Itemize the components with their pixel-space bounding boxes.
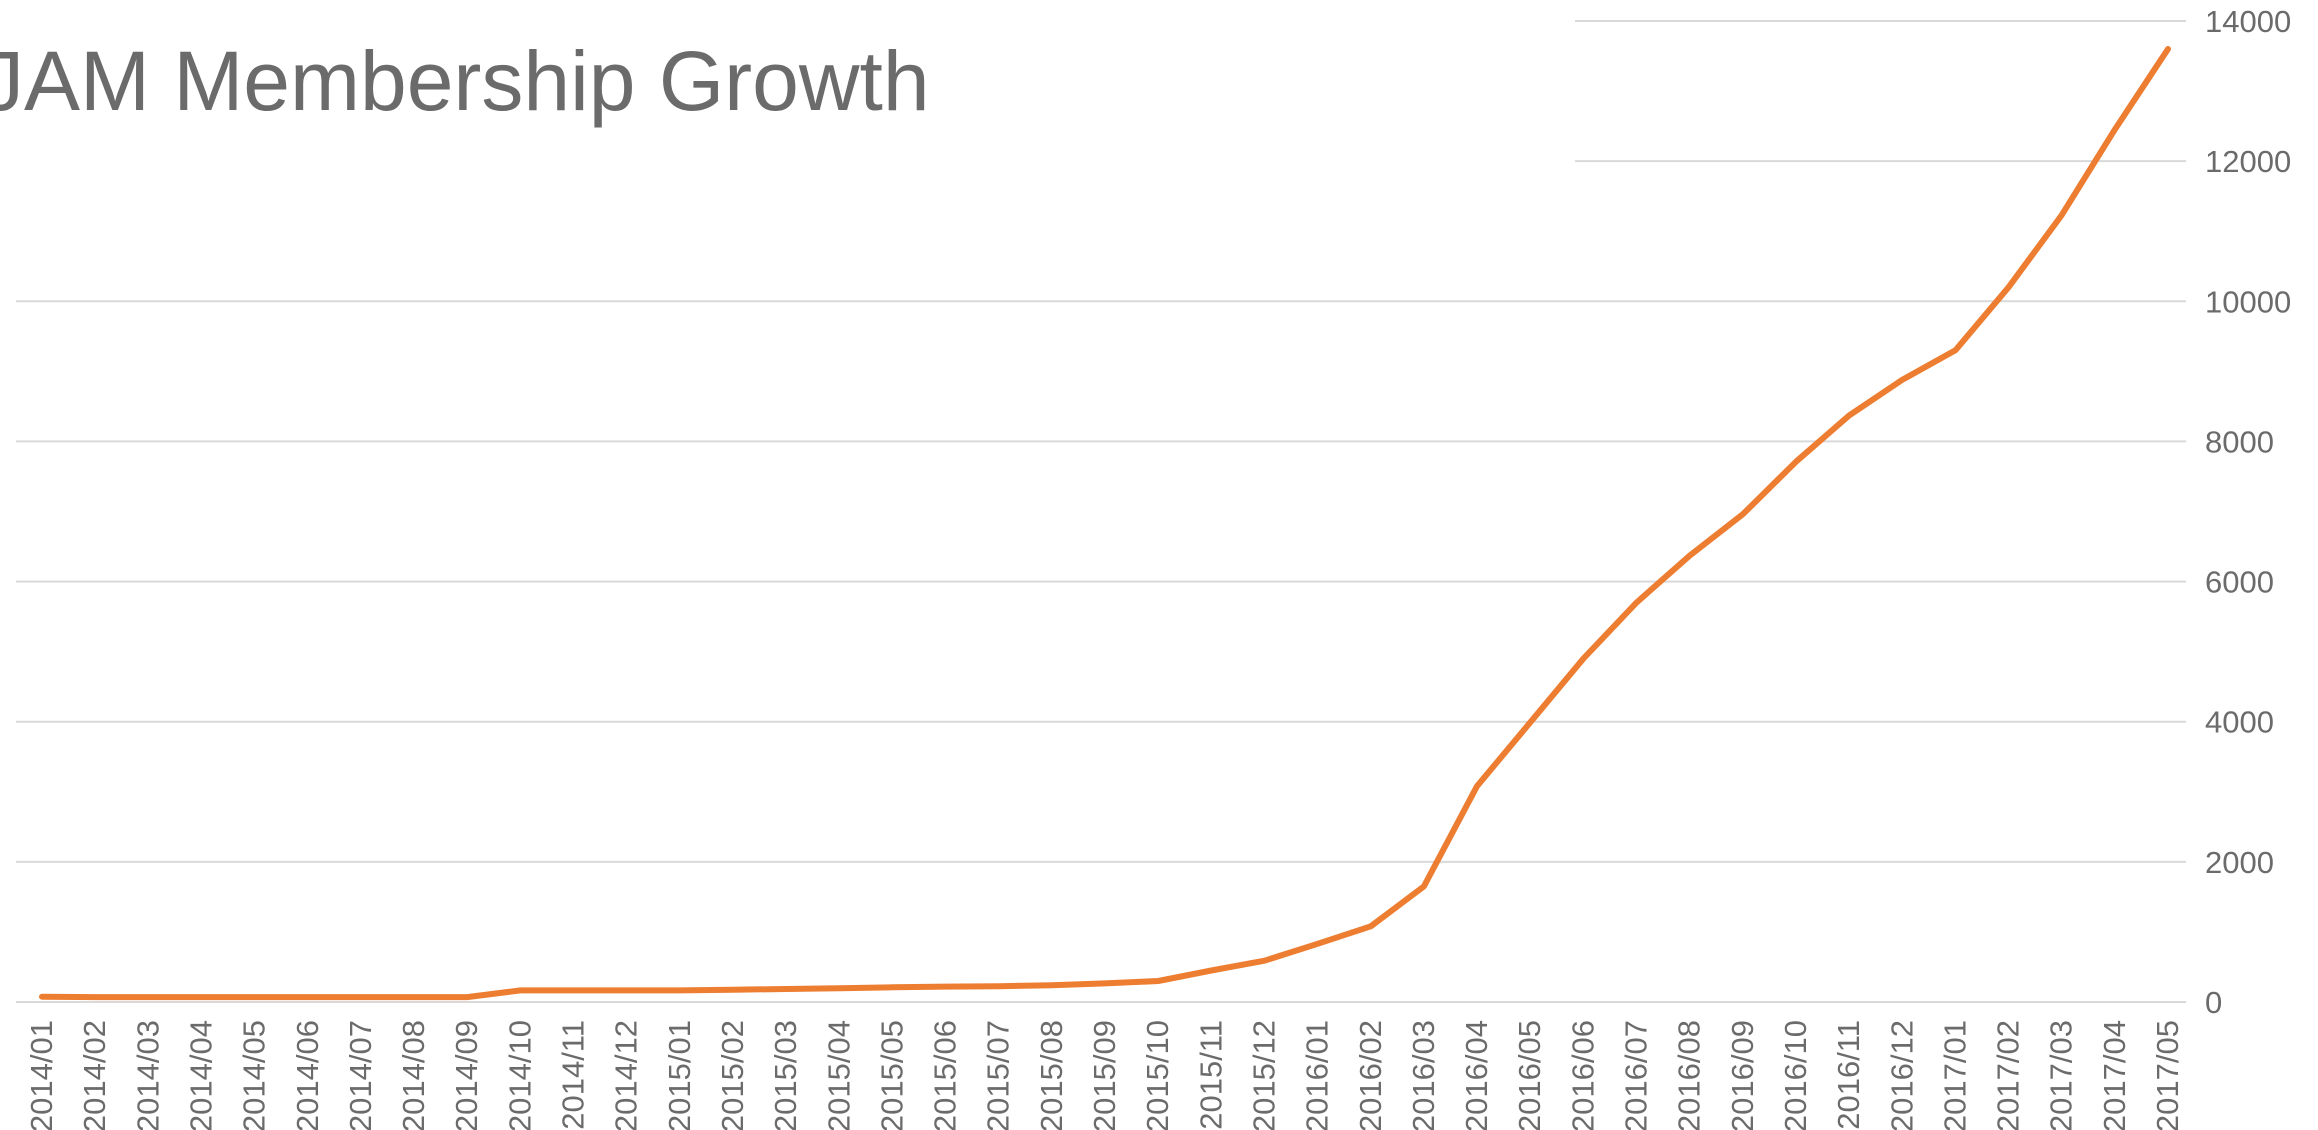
data-point xyxy=(517,987,523,993)
data-point xyxy=(1634,600,1640,606)
x-tick-label: 2015/11 xyxy=(1193,1020,1228,1130)
x-tick-label: 2016/04 xyxy=(1459,1020,1494,1130)
data-point xyxy=(996,983,1002,989)
data-point xyxy=(1208,967,1214,973)
data-point xyxy=(1315,941,1321,947)
x-tick-label: 2015/05 xyxy=(874,1020,909,1130)
y-tick-label: 10000 xyxy=(2205,284,2291,319)
data-point xyxy=(571,987,577,993)
x-tick-label: 2014/12 xyxy=(609,1020,644,1130)
x-tick-label: 2015/06 xyxy=(928,1020,963,1130)
y-axis-tick-labels: 0 2000 4000 6000 8000 10000 12000 14000 xyxy=(2205,4,2291,1020)
x-tick-label: 2016/11 xyxy=(1831,1020,1866,1130)
data-point xyxy=(624,987,630,993)
x-tick-label: 2015/03 xyxy=(768,1020,803,1130)
x-tick-label: 2016/03 xyxy=(1406,1020,1441,1130)
x-tick-label: 2014/05 xyxy=(237,1020,272,1130)
y-tick-label: 0 xyxy=(2205,985,2222,1020)
x-tick-label: 2016/01 xyxy=(1300,1020,1335,1130)
data-point xyxy=(305,994,311,1000)
chart-title: JAM Membership Growth xyxy=(0,34,930,128)
x-tick-label: 2017/04 xyxy=(2097,1020,2132,1130)
data-point xyxy=(2112,127,2118,133)
series-line xyxy=(39,46,2171,1001)
x-tick-label: 2015/02 xyxy=(715,1020,750,1130)
x-tick-label: 2017/03 xyxy=(2044,1020,2079,1130)
x-tick-label: 2017/02 xyxy=(1991,1020,2026,1130)
x-tick-label: 2014/01 xyxy=(24,1020,59,1130)
x-tick-label: 2016/07 xyxy=(1619,1020,1654,1130)
data-point xyxy=(198,994,204,1000)
x-tick-label: 2017/01 xyxy=(1937,1020,1972,1130)
y-tick-label: 4000 xyxy=(2205,705,2274,740)
series-layer xyxy=(39,46,2171,1001)
x-tick-label: 2016/10 xyxy=(1778,1020,1813,1130)
data-point xyxy=(1421,883,1427,889)
data-point xyxy=(252,994,258,1000)
data-point xyxy=(358,994,364,1000)
x-tick-label: 2014/06 xyxy=(290,1020,325,1130)
x-tick-label: 2016/02 xyxy=(1353,1020,1388,1130)
x-tick-label: 2016/05 xyxy=(1512,1020,1547,1130)
x-tick-label: 2014/02 xyxy=(77,1020,112,1130)
x-tick-label: 2015/01 xyxy=(662,1020,697,1130)
y-tick-label: 12000 xyxy=(2205,144,2291,179)
data-point xyxy=(836,985,842,991)
x-tick-label: 2015/07 xyxy=(981,1020,1016,1130)
data-point xyxy=(943,984,949,990)
data-point xyxy=(92,994,98,1000)
x-tick-label: 2015/10 xyxy=(1140,1020,1175,1130)
y-tick-label: 2000 xyxy=(2205,845,2274,880)
data-point xyxy=(1527,719,1533,725)
x-tick-label: 2014/04 xyxy=(183,1020,218,1130)
x-tick-label: 2014/07 xyxy=(343,1020,378,1130)
x-tick-label: 2015/04 xyxy=(821,1020,856,1130)
x-tick-label: 2014/10 xyxy=(502,1020,537,1130)
x-tick-label: 2015/08 xyxy=(1034,1020,1069,1130)
y-tick-label: 14000 xyxy=(2205,4,2291,39)
x-tick-label: 2016/12 xyxy=(1884,1020,1919,1130)
y-tick-label: 8000 xyxy=(2205,424,2274,459)
data-point xyxy=(1580,656,1586,662)
x-axis-tick-labels: 2014/01 2014/02 2014/03 2014/04 2014/05 2014/… xyxy=(24,1020,2185,1130)
data-point xyxy=(1368,923,1374,929)
x-tick-label: 2014/09 xyxy=(449,1020,484,1130)
data-point xyxy=(1155,978,1161,984)
data-point xyxy=(1793,459,1799,465)
data-point xyxy=(1899,377,1905,383)
data-point xyxy=(889,984,895,990)
data-point xyxy=(1846,413,1852,419)
data-point xyxy=(2165,46,2171,52)
data-point xyxy=(1474,783,1480,789)
data-point xyxy=(2006,284,2012,290)
x-tick-label: 2016/09 xyxy=(1725,1020,1760,1130)
data-point xyxy=(677,987,683,993)
data-point xyxy=(2059,212,2065,218)
data-point xyxy=(1049,982,1055,988)
data-point xyxy=(1102,980,1108,986)
data-point xyxy=(1687,553,1693,559)
data-point xyxy=(783,986,789,992)
x-tick-label: 2015/09 xyxy=(1087,1020,1122,1130)
x-tick-label: 2014/11 xyxy=(556,1020,591,1130)
data-point xyxy=(1740,511,1746,517)
x-tick-label: 2016/08 xyxy=(1672,1020,1707,1130)
data-point xyxy=(1952,347,1958,353)
data-point xyxy=(730,987,736,993)
x-tick-label: 2015/12 xyxy=(1246,1020,1281,1130)
data-point xyxy=(464,994,470,1000)
x-tick-label: 2014/08 xyxy=(396,1020,431,1130)
x-tick-label: 2014/03 xyxy=(130,1020,165,1130)
data-point xyxy=(145,994,151,1000)
data-point xyxy=(1261,958,1267,964)
y-tick-label: 6000 xyxy=(2205,565,2274,600)
x-tick-label: 2017/05 xyxy=(2150,1020,2185,1130)
data-point xyxy=(39,994,45,1000)
x-tick-label: 2016/06 xyxy=(1565,1020,1600,1130)
data-point xyxy=(411,994,417,1000)
gridlines xyxy=(16,20,2186,1003)
